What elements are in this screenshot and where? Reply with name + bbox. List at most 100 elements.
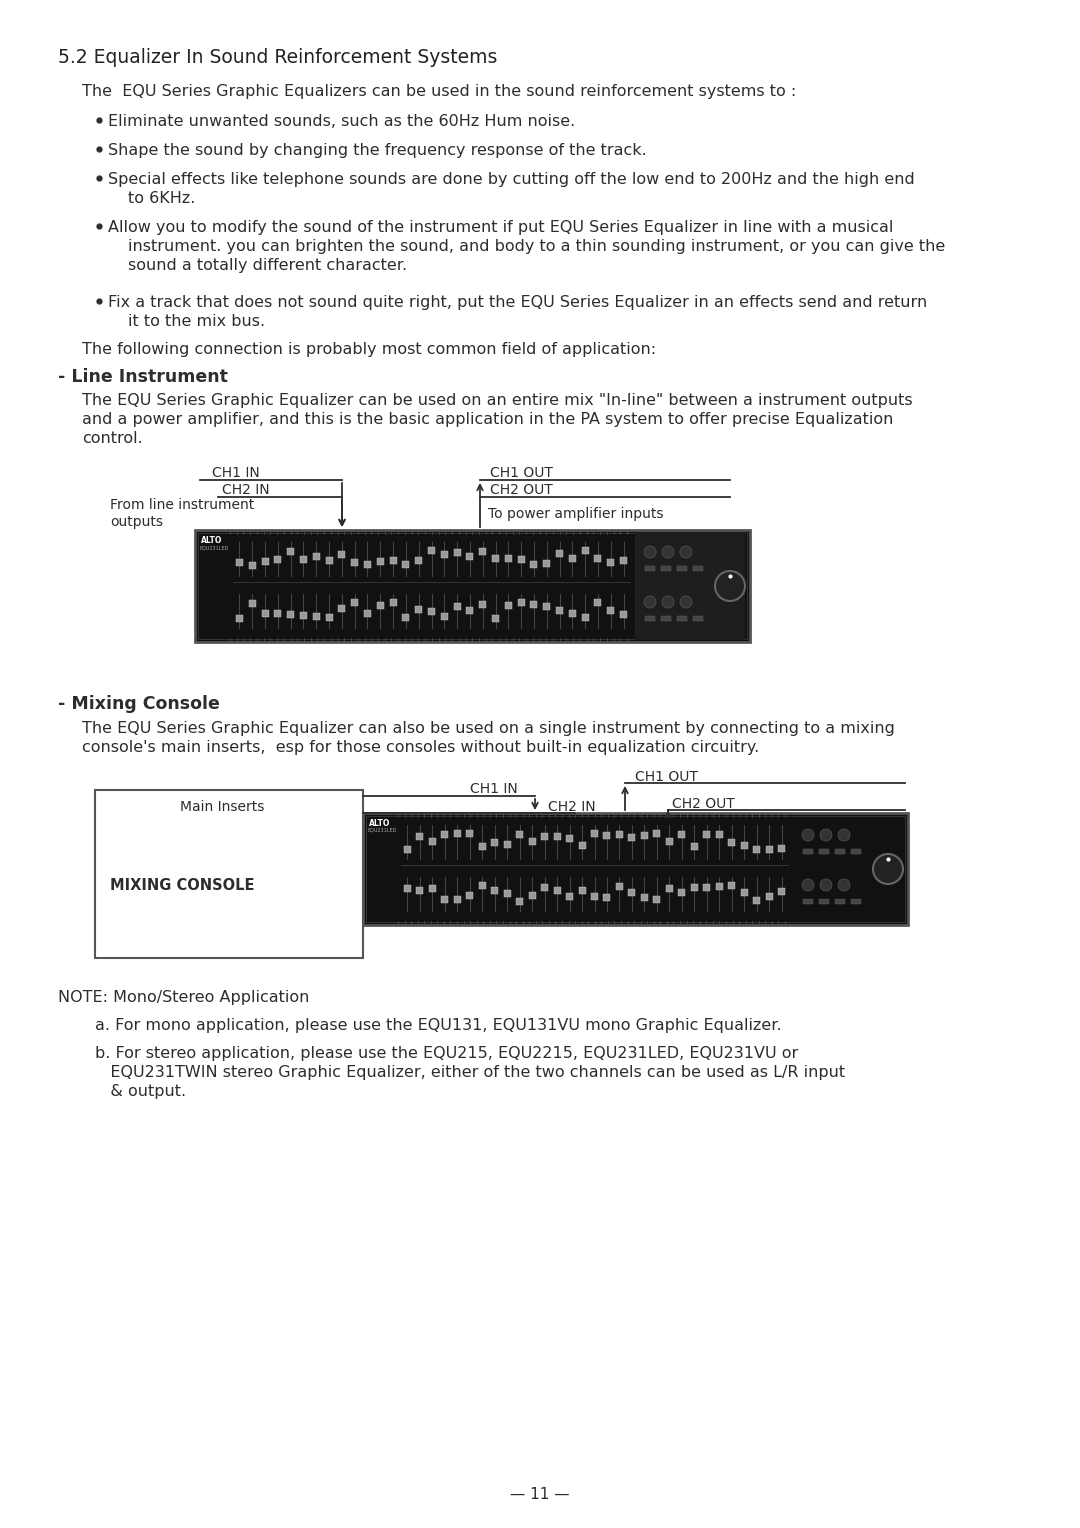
Bar (835, 898, 845, 905)
Bar (503, 889, 511, 897)
Text: & output.: & output. (95, 1083, 186, 1099)
Text: The following connection is probably most common field of application:: The following connection is probably mos… (82, 342, 657, 358)
Circle shape (838, 879, 850, 891)
Bar (325, 558, 333, 564)
Bar (516, 898, 523, 905)
Circle shape (820, 879, 832, 891)
Bar (492, 555, 499, 562)
Bar (454, 895, 461, 903)
Bar (594, 599, 602, 607)
Bar (467, 607, 473, 614)
Text: CH1 OUT: CH1 OUT (635, 770, 698, 784)
Text: - Line Instrument: - Line Instrument (58, 368, 228, 387)
Bar (377, 558, 383, 565)
Bar (504, 602, 512, 610)
Bar (503, 840, 511, 848)
Bar (416, 833, 423, 840)
Text: Eliminate unwanted sounds, such as the 60Hz Hum noise.: Eliminate unwanted sounds, such as the 6… (108, 115, 576, 128)
Bar (691, 843, 698, 850)
Bar (300, 613, 307, 619)
Circle shape (820, 830, 832, 840)
Bar (640, 894, 648, 902)
Bar (441, 613, 448, 620)
Bar (404, 847, 410, 853)
Bar (338, 552, 346, 558)
Bar (582, 547, 589, 555)
Bar (653, 830, 660, 837)
Text: ALTO: ALTO (201, 536, 222, 545)
Circle shape (873, 854, 903, 885)
Bar (480, 601, 486, 608)
Bar (851, 898, 861, 905)
Text: instrument. you can brighten the sound, and body to a thin sounding instrument, : instrument. you can brighten the sound, … (129, 238, 945, 254)
Bar (428, 608, 435, 614)
Bar (404, 885, 410, 892)
Bar (195, 530, 750, 642)
Bar (478, 843, 486, 850)
Bar (620, 558, 627, 564)
Bar (804, 898, 813, 905)
Bar (403, 614, 409, 620)
Bar (541, 885, 548, 891)
Bar (541, 833, 548, 840)
Bar (491, 839, 498, 847)
Text: and a power amplifier, and this is the basic application in the PA system to off: and a power amplifier, and this is the b… (82, 413, 893, 426)
Bar (640, 833, 648, 839)
Bar (530, 561, 538, 568)
Bar (366, 816, 905, 921)
Bar (554, 833, 561, 840)
Bar (620, 611, 627, 617)
Text: — 11 —: — 11 — (510, 1487, 570, 1502)
Bar (261, 558, 269, 565)
Bar (415, 607, 422, 613)
Text: CH1 IN: CH1 IN (212, 466, 260, 480)
Text: outputs: outputs (110, 515, 163, 529)
Bar (454, 830, 461, 837)
Bar (300, 556, 307, 562)
Bar (441, 552, 448, 558)
Bar (338, 605, 346, 613)
Circle shape (680, 545, 692, 558)
Bar (261, 610, 269, 617)
Bar (274, 610, 281, 617)
Text: console's main inserts,  esp for those consoles without built-in equalization ci: console's main inserts, esp for those co… (82, 740, 759, 755)
Circle shape (802, 879, 814, 891)
Text: to 6KHz.: to 6KHz. (129, 191, 195, 206)
Bar (604, 833, 610, 839)
Bar (716, 831, 723, 837)
Bar (556, 550, 563, 558)
Bar (569, 555, 576, 562)
Bar (678, 889, 686, 895)
Bar (728, 839, 735, 847)
Text: b. For stereo application, please use the EQU215, EQU2215, EQU231LED, EQU231VU o: b. For stereo application, please use th… (95, 1047, 798, 1060)
Text: The  EQU Series Graphic Equalizers can be used in the sound reinforcement system: The EQU Series Graphic Equalizers can be… (82, 84, 796, 99)
Bar (566, 834, 573, 842)
Circle shape (802, 830, 814, 840)
Bar (766, 847, 773, 853)
Text: - Mixing Console: - Mixing Console (58, 695, 220, 714)
Bar (442, 895, 448, 903)
Text: The EQU Series Graphic Equalizer can be used on an entire mix "In-line" between : The EQU Series Graphic Equalizer can be … (82, 393, 913, 408)
Bar (569, 610, 576, 617)
Bar (248, 601, 256, 607)
Bar (478, 882, 486, 889)
Bar (287, 611, 294, 617)
Bar (390, 558, 396, 564)
Text: Main Inserts: Main Inserts (180, 801, 265, 814)
Bar (629, 834, 635, 840)
Bar (677, 565, 687, 571)
Bar (543, 604, 550, 610)
Bar (753, 847, 760, 853)
Bar (691, 885, 698, 891)
Bar (616, 883, 623, 889)
Bar (566, 892, 573, 900)
Bar (753, 897, 760, 905)
Text: CH2 OUT: CH2 OUT (490, 483, 553, 497)
Bar (629, 889, 635, 895)
Bar (819, 898, 829, 905)
Bar (454, 549, 460, 556)
Bar (467, 553, 473, 559)
Circle shape (680, 596, 692, 608)
Text: CH1 OUT: CH1 OUT (490, 466, 553, 480)
Bar (429, 885, 435, 892)
